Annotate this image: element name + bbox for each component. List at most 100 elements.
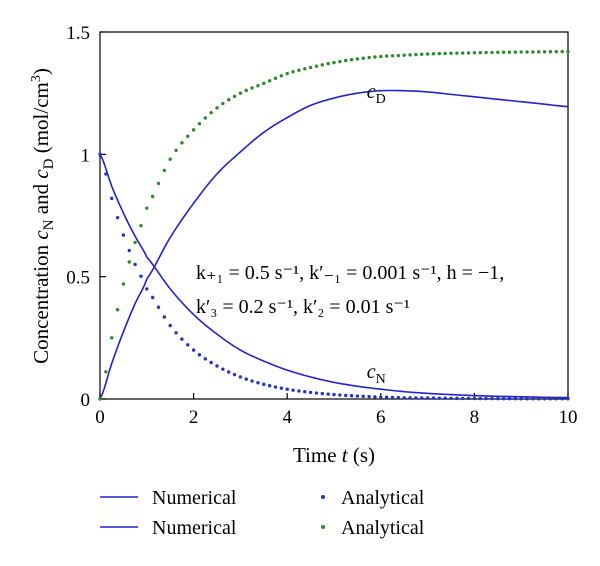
analytical-point [514, 50, 517, 53]
x-tick-label: 6 [376, 407, 386, 428]
y-tick-label: 1.5 [66, 23, 90, 44]
analytical-point [514, 397, 517, 400]
analytical-point [110, 197, 113, 200]
analytical-point [286, 72, 289, 75]
y-tick-label: 1 [81, 145, 91, 166]
analytical-point [502, 397, 505, 400]
analytical-point [262, 383, 265, 386]
analytical-point [198, 122, 201, 125]
analytical-point [274, 77, 277, 80]
analytical-point [122, 282, 125, 285]
analytical-point [268, 384, 271, 387]
y-axis-title-mid: and [29, 179, 53, 220]
analytical-point [391, 396, 394, 399]
analytical-point [479, 397, 482, 400]
analytical-point [157, 182, 160, 185]
analytical-point [367, 56, 370, 59]
analytical-point [560, 397, 563, 400]
analytical-point [484, 397, 487, 400]
analytical-point [98, 397, 101, 400]
x-tick-label: 10 [559, 407, 578, 428]
analytical-point [455, 397, 458, 400]
analytical-point [350, 394, 353, 397]
analytical-point [227, 370, 230, 373]
parameter-annotation-line1: k₊₁ = 0.5 s⁻¹, k′₋₁ = 0.001 s⁻¹, h = −1, [196, 262, 504, 284]
tick-labels: 0 2 4 6 8 10 0 0.5 1 1.5 [66, 23, 577, 428]
analytical-point [566, 397, 569, 400]
analytical-point [133, 263, 136, 266]
analytical-point [397, 396, 400, 399]
curve-label-cD-sub: D [376, 92, 386, 107]
legend-swatch-analytical-1 [321, 495, 325, 499]
analytical-point [350, 58, 353, 61]
analytical-point [309, 66, 312, 69]
analytical-point [163, 315, 166, 318]
analytical-point [438, 52, 441, 55]
y-axis-title: Concentration cN and cD (mol/cm3) [29, 68, 57, 364]
series-numerical-0 [100, 90, 568, 399]
analytical-point [309, 391, 312, 394]
x-tick-label: 0 [95, 407, 105, 428]
analytical-point [525, 397, 528, 400]
analytical-point [443, 52, 446, 55]
analytical-point [367, 395, 370, 398]
analytical-point [403, 396, 406, 399]
analytical-point [239, 375, 242, 378]
legend-label-numerical-2: Numerical [152, 517, 237, 539]
analytical-point [245, 377, 248, 380]
analytical-point [502, 51, 505, 54]
analytical-point [291, 388, 294, 391]
analytical-point [566, 50, 569, 53]
y-axis-title-pre: Concentration [29, 240, 53, 364]
analytical-point [280, 74, 283, 77]
analytical-point [449, 52, 452, 55]
analytical-point [373, 55, 376, 58]
analytical-point [525, 50, 528, 53]
y-axis-title-s2: D [41, 158, 57, 169]
y-axis-title-post: (mol/cm [29, 82, 53, 158]
analytical-point [163, 169, 166, 172]
analytical-point [315, 64, 318, 67]
analytical-point [321, 392, 324, 395]
analytical-point [543, 50, 546, 53]
analytical-point [280, 386, 283, 389]
analytical-point [344, 394, 347, 397]
y-axis-title-close: ) [29, 68, 53, 75]
analytical-point [373, 395, 376, 398]
analytical-point [274, 385, 277, 388]
analytical-point [256, 84, 259, 87]
analytical-point [250, 86, 253, 89]
analytical-point [303, 390, 306, 393]
analytical-point [385, 54, 388, 57]
analytical-point [473, 397, 476, 400]
analytical-point [432, 396, 435, 399]
x-axis-title-pre: Time [293, 443, 342, 467]
analytical-point [408, 53, 411, 56]
x-axis-title: Time t (s) [293, 443, 375, 467]
series-analytical-3 [98, 50, 569, 401]
analytical-point [461, 51, 464, 54]
analytical-point [420, 396, 423, 399]
analytical-point [326, 62, 329, 65]
analytical-point [139, 224, 142, 227]
curve-label-cD: cD [367, 81, 386, 107]
analytical-point [332, 61, 335, 64]
x-tick-label: 8 [470, 407, 480, 428]
y-tick-label: 0.5 [66, 268, 90, 289]
analytical-point [549, 397, 552, 400]
analytical-point [520, 50, 523, 53]
analytical-point [250, 379, 253, 382]
analytical-point [291, 70, 294, 73]
analytical-point [379, 395, 382, 398]
legend-swatch-analytical-2 [321, 525, 325, 529]
analytical-point [204, 116, 207, 119]
parameter-annotation-line2: k′₃ = 0.2 s⁻¹, k′₂ = 0.01 s⁻¹ [196, 296, 410, 318]
analytical-point [145, 206, 148, 209]
analytical-point [326, 392, 329, 395]
analytical-point [496, 51, 499, 54]
analytical-point [204, 357, 207, 360]
analytical-point [321, 63, 324, 66]
analytical-point [180, 141, 183, 144]
analytical-point [379, 55, 382, 58]
analytical-point [531, 50, 534, 53]
